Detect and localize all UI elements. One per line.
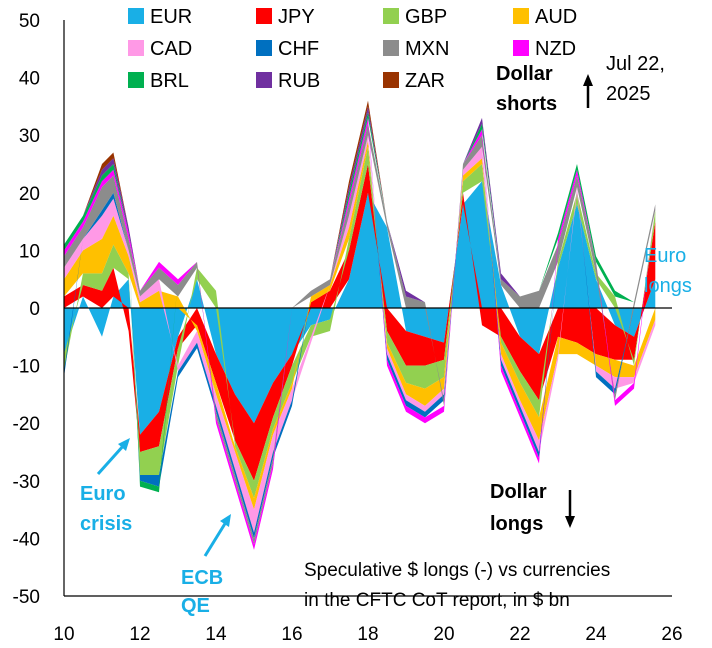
y-tick-label: 0 xyxy=(29,299,40,320)
x-tick-label: 12 xyxy=(129,624,150,645)
y-tick-label: 20 xyxy=(19,184,40,205)
euro-crisis-arrow xyxy=(96,443,126,476)
date-label: Jul 22, xyxy=(606,53,665,75)
x-tick-label: 26 xyxy=(661,624,682,645)
legend-swatch-gbp xyxy=(383,8,399,24)
ecb-qe-label: QE xyxy=(181,595,210,617)
euro-crisis-arrowhead xyxy=(118,438,130,451)
y-tick-label: 40 xyxy=(19,69,40,90)
x-tick-label: 20 xyxy=(433,624,454,645)
euro-longs-label: longs xyxy=(644,275,692,297)
dollar-shorts-arrowhead xyxy=(583,74,593,86)
x-tick-label: 14 xyxy=(205,624,227,645)
dollar-longs-arrowhead xyxy=(565,516,575,528)
legend-swatch-zar xyxy=(383,72,399,88)
legend-label-mxn: MXN xyxy=(405,38,449,60)
y-tick-label: -40 xyxy=(13,529,40,550)
x-tick-label: 10 xyxy=(53,624,74,645)
legend-swatch-chf xyxy=(256,40,272,56)
y-tick-label: -20 xyxy=(13,414,40,435)
tick-labels: 50 40 30 20 10 0 -10 -20 -30 -40 -50 10 12 14 16 18 20 22… xyxy=(13,11,683,645)
euro-crisis-label: crisis xyxy=(80,513,132,535)
y-tick-label: -30 xyxy=(13,472,40,493)
legend-swatch-aud xyxy=(513,8,529,24)
y-tick-label: 10 xyxy=(19,241,40,262)
euro-longs-label: Euro xyxy=(644,245,686,267)
stacked-areas xyxy=(64,100,656,550)
y-tick-label: 50 xyxy=(19,11,40,32)
area-jpy xyxy=(64,164,656,481)
legend-swatch-nzd xyxy=(513,40,529,56)
chart-note: in the CFTC CoT report, in $ bn xyxy=(304,590,570,611)
annotations: Euro crisis ECB QE Euro longs Dollar shorts Jul … xyxy=(80,53,692,617)
legend-swatch-jpy xyxy=(256,8,272,24)
legend-swatch-mxn xyxy=(383,40,399,56)
area-rub xyxy=(64,106,656,309)
legend: EUR JPY GBP AUD CAD CHF MXN NZD BRL RUB ZAR xyxy=(128,6,577,92)
legend-label-jpy: JPY xyxy=(278,6,315,28)
x-tick-label: 24 xyxy=(585,624,607,645)
x-tick-label: 18 xyxy=(357,624,378,645)
chart-note: Speculative $ longs (-) vs currencies xyxy=(304,560,610,581)
dollar-shorts-label: shorts xyxy=(496,93,557,115)
axes xyxy=(63,20,672,597)
legend-label-eur: EUR xyxy=(150,6,192,28)
legend-label-chf: CHF xyxy=(278,38,319,60)
x-tick-label: 22 xyxy=(509,624,530,645)
dollar-longs-label: longs xyxy=(490,513,543,535)
y-tick-label: -50 xyxy=(13,587,40,608)
legend-label-nzd: NZD xyxy=(535,38,576,60)
legend-label-gbp: GBP xyxy=(405,6,447,28)
y-tick-label: 30 xyxy=(19,126,40,147)
legend-label-cad: CAD xyxy=(150,38,192,60)
legend-label-aud: AUD xyxy=(535,6,577,28)
legend-label-rub: RUB xyxy=(278,70,320,92)
y-tick-label: -10 xyxy=(13,357,40,378)
legend-swatch-eur xyxy=(128,8,144,24)
euro-crisis-label: Euro xyxy=(80,483,126,505)
x-tick-label: 16 xyxy=(281,624,302,645)
ecb-qe-arrowhead xyxy=(220,514,231,527)
date-label: 2025 xyxy=(606,83,651,105)
ecb-qe-label: ECB xyxy=(181,567,223,589)
dollar-longs-label: Dollar xyxy=(490,481,547,503)
dollar-shorts-label: Dollar xyxy=(496,63,553,85)
legend-swatch-cad xyxy=(128,40,144,56)
legend-swatch-brl xyxy=(128,72,144,88)
legend-swatch-rub xyxy=(256,72,272,88)
legend-label-brl: BRL xyxy=(150,70,189,92)
legend-label-zar: ZAR xyxy=(405,70,445,92)
ecb-qe-arrow xyxy=(203,521,228,557)
